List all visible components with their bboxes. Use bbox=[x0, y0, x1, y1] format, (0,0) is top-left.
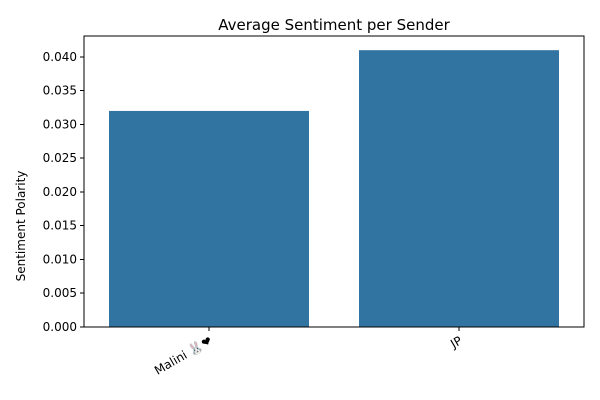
y-tick-label: 0.005 bbox=[43, 286, 77, 300]
y-tick-label: 0.020 bbox=[43, 185, 77, 199]
x-tick-label: Malini 🐰❤ bbox=[152, 333, 215, 377]
y-tick-label: 0.035 bbox=[43, 84, 77, 98]
y-tick-label: 0.000 bbox=[43, 320, 77, 334]
chart-title: Average Sentiment per Sender bbox=[218, 16, 450, 34]
bars-group bbox=[109, 50, 559, 328]
plot-frame bbox=[83, 35, 585, 328]
y-tick-label: 0.015 bbox=[43, 219, 77, 233]
y-axis-label: Sentiment Polarity bbox=[14, 171, 28, 282]
x-tick-label: JP bbox=[447, 333, 464, 351]
x-axis-ticks: Malini 🐰❤ JP bbox=[152, 327, 465, 378]
y-axis-ticks: 0.000 0.005 0.010 0.015 0.020 0.025 0.030 0.035… bbox=[43, 50, 84, 334]
y-tick-label: 0.010 bbox=[43, 252, 77, 266]
bar-1 bbox=[359, 50, 559, 328]
y-tick-label: 0.030 bbox=[43, 117, 77, 131]
y-tick-label: 0.040 bbox=[43, 50, 77, 64]
y-tick-label: 0.025 bbox=[43, 151, 77, 165]
bar-0 bbox=[109, 110, 309, 328]
